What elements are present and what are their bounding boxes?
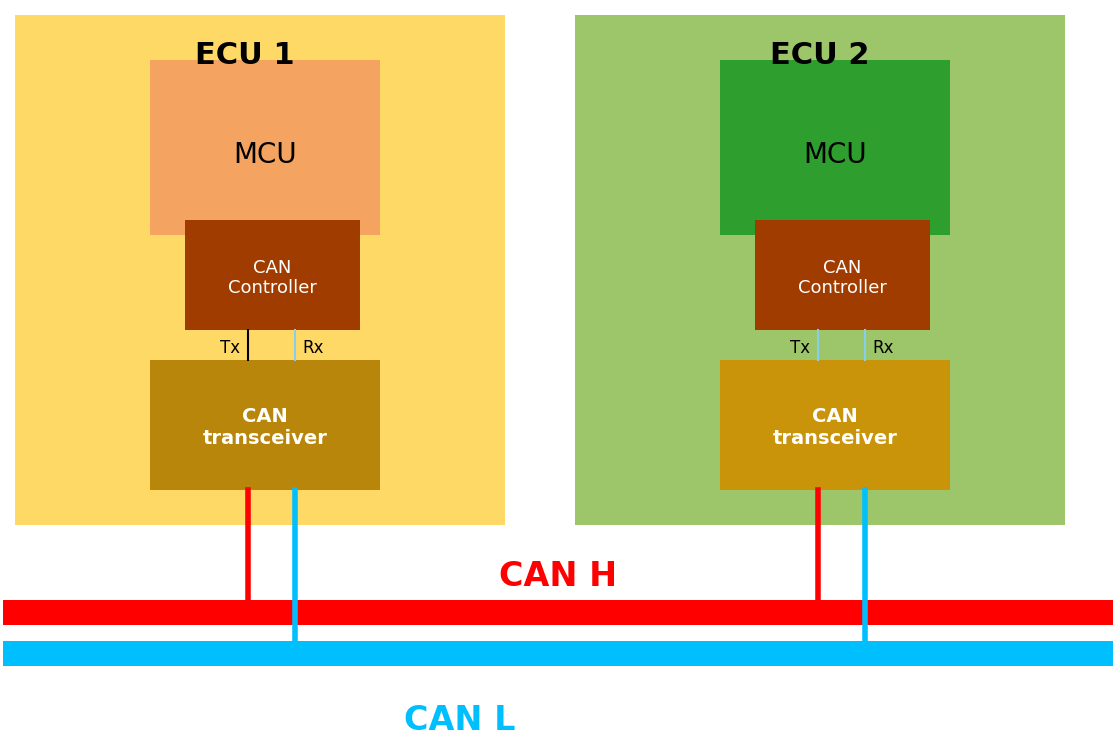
FancyBboxPatch shape — [575, 15, 1065, 525]
FancyBboxPatch shape — [150, 60, 380, 235]
FancyBboxPatch shape — [755, 220, 930, 330]
FancyBboxPatch shape — [185, 220, 360, 330]
FancyBboxPatch shape — [15, 15, 505, 525]
Text: Tx: Tx — [220, 339, 240, 357]
Text: CAN H: CAN H — [499, 560, 617, 593]
Text: CAN
Controller: CAN Controller — [798, 258, 887, 297]
Text: Tx: Tx — [790, 339, 810, 357]
Text: Rx: Rx — [303, 339, 324, 357]
FancyBboxPatch shape — [150, 360, 380, 490]
Text: ECU 2: ECU 2 — [771, 41, 870, 70]
Text: ECU 1: ECU 1 — [195, 41, 295, 70]
Text: MCU: MCU — [233, 141, 297, 169]
Text: CAN L: CAN L — [404, 704, 516, 737]
Text: CAN
Controller: CAN Controller — [228, 258, 316, 297]
FancyBboxPatch shape — [720, 60, 949, 235]
FancyBboxPatch shape — [720, 360, 949, 490]
Text: CAN
transceiver: CAN transceiver — [202, 408, 327, 448]
Text: MCU: MCU — [803, 141, 867, 169]
Text: Rx: Rx — [872, 339, 894, 357]
Text: CAN
transceiver: CAN transceiver — [773, 408, 897, 448]
